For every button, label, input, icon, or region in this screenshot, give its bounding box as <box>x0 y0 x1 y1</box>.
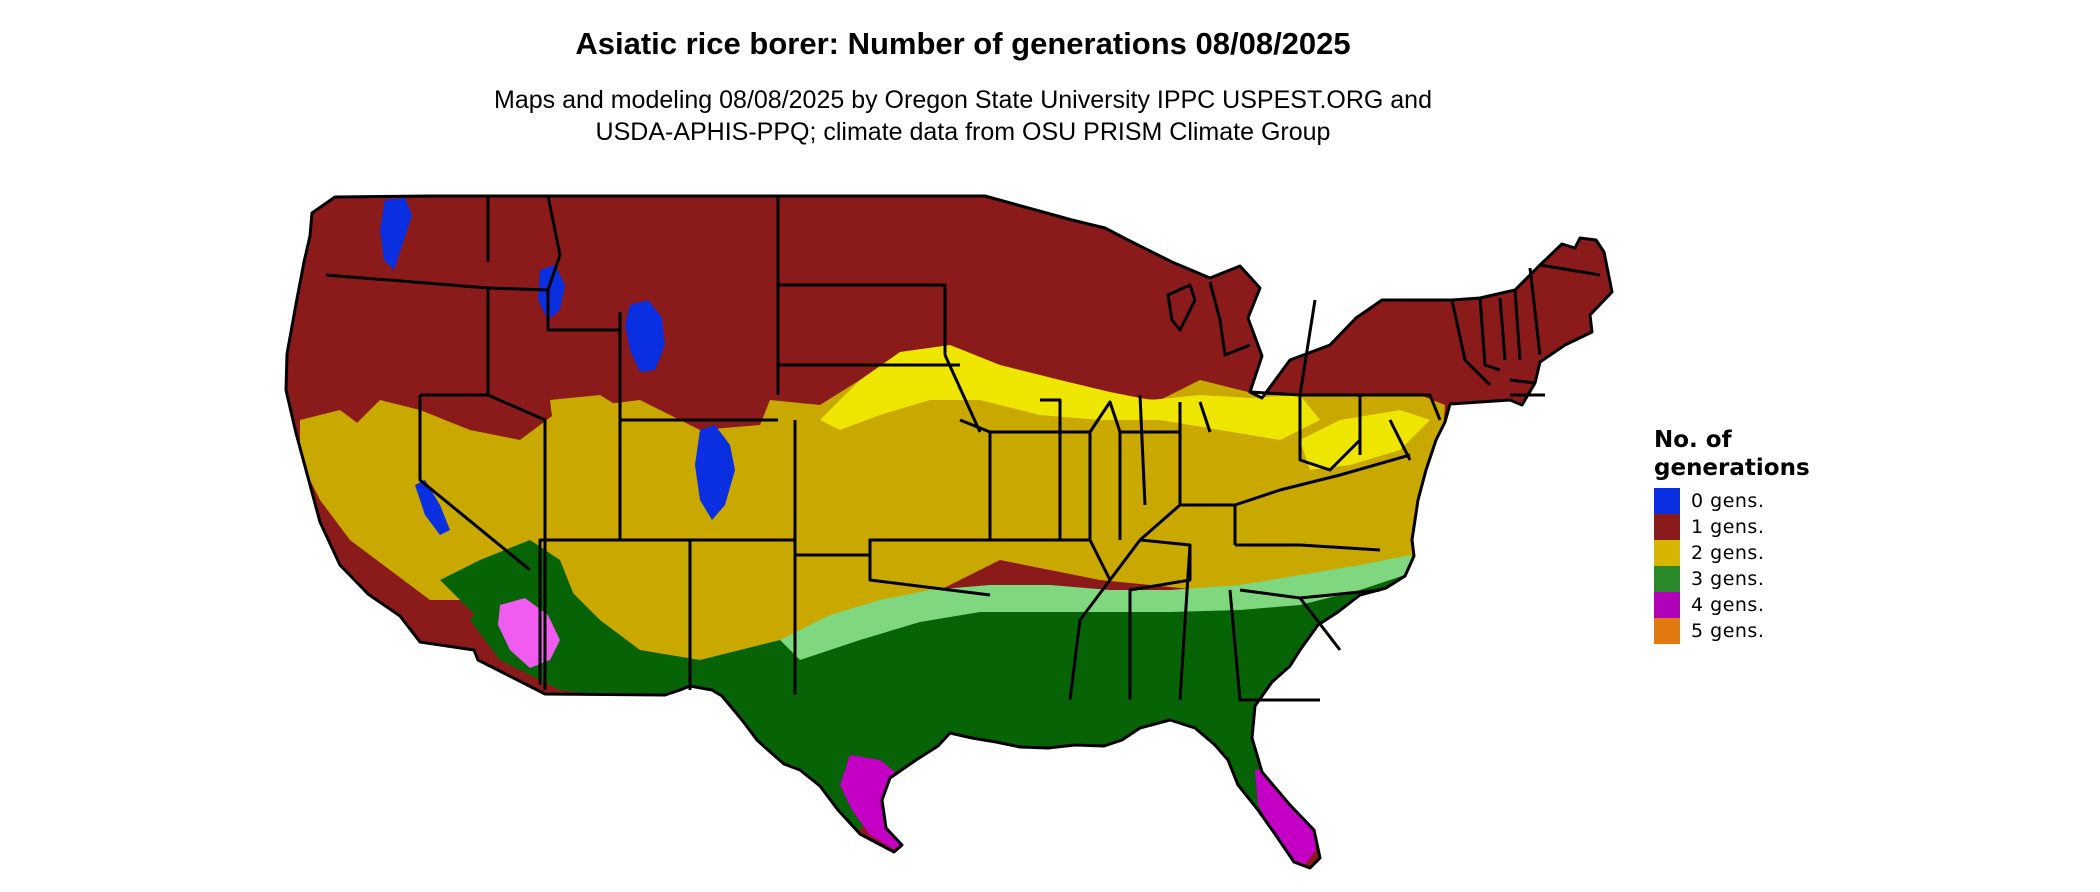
subtitle-line-1: Maps and modeling 08/08/2025 by Oregon S… <box>494 86 1432 114</box>
state-borders <box>284 194 1614 870</box>
legend-item-4-gens: 4 gens. <box>1654 592 1854 618</box>
legend-label: 2 gens. <box>1691 542 1765 564</box>
region-3-gen-light <box>780 555 1420 660</box>
region-2-gen-light-east <box>1300 410 1430 470</box>
legend-label: 0 gens. <box>1691 490 1765 512</box>
legend-item-1-gens: 1 gens. <box>1654 514 1854 540</box>
legend-title-line-2: generations <box>1654 455 1810 481</box>
legend-label: 1 gens. <box>1691 516 1765 538</box>
legend-label: 5 gens. <box>1691 620 1765 642</box>
subtitle-line-2: USDA-APHIS-PPQ; climate data from OSU PR… <box>595 118 1331 146</box>
legend-label: 3 gens. <box>1691 568 1765 590</box>
map-subtitle: Maps and modeling 08/08/2025 by Oregon S… <box>0 84 1926 148</box>
legend-item-0-gens: 0 gens. <box>1654 488 1854 514</box>
legend-title: No. of generations <box>1654 426 1854 482</box>
legend-swatch <box>1654 488 1680 514</box>
region-0-gen-rockies <box>695 425 735 520</box>
region-2-gen-west <box>300 410 490 600</box>
region-0-gen-washington <box>380 198 412 270</box>
legend-item-2-gens: 2 gens. <box>1654 540 1854 566</box>
legend-swatch <box>1654 592 1680 618</box>
legend-item-5-gens: 5 gens. <box>1654 618 1854 644</box>
legend-item-3-gens: 3 gens. <box>1654 566 1854 592</box>
region-0-gen-wyoming <box>625 300 665 372</box>
legend-swatch <box>1654 566 1680 592</box>
region-2-gen-greatbasin <box>550 395 680 560</box>
legend: No. of generations 0 gens. 1 gens. 2 gen… <box>1654 426 1854 644</box>
region-0-gen-sierra <box>415 480 450 535</box>
region-2-gen-light <box>820 345 1320 440</box>
legend-swatch <box>1654 514 1680 540</box>
region-4-gen-florida <box>1255 765 1316 865</box>
region-0-gen-idaho <box>538 265 565 320</box>
map-title: Asiatic rice borer: Number of generation… <box>575 26 1351 61</box>
legend-title-line-1: No. of <box>1654 427 1732 453</box>
legend-swatch <box>1654 618 1680 644</box>
legend-swatch <box>1654 540 1680 566</box>
legend-label: 4 gens. <box>1691 594 1765 616</box>
